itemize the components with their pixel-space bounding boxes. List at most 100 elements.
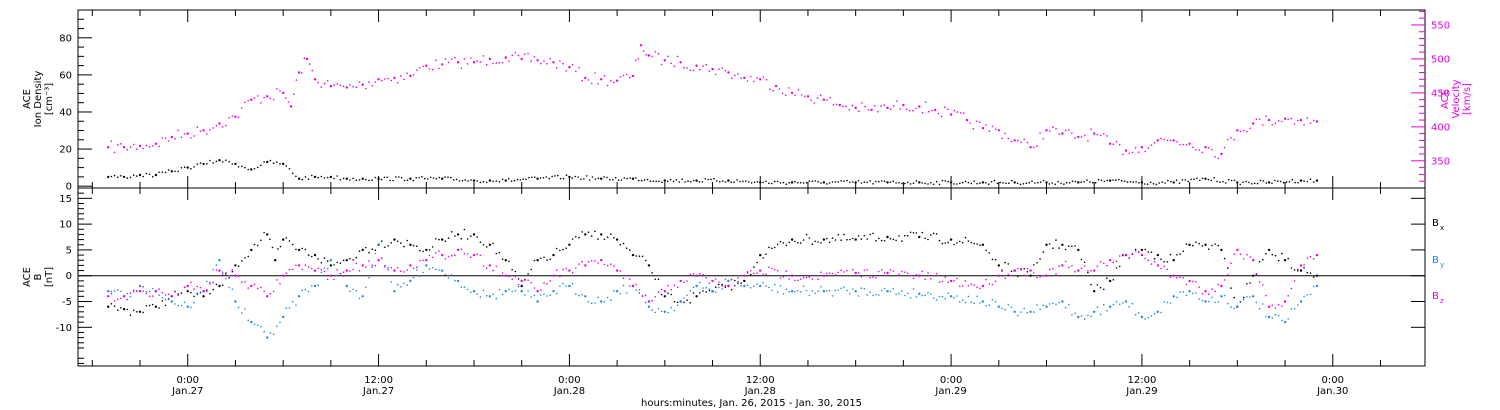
data-point <box>1017 139 1019 142</box>
data-point <box>167 298 170 301</box>
data-point <box>1124 149 1128 152</box>
data-point <box>660 310 663 313</box>
data-point <box>374 252 377 255</box>
data-point <box>559 177 562 180</box>
data-point <box>1144 150 1146 153</box>
data-point <box>577 176 579 178</box>
data-point <box>212 162 214 164</box>
data-point <box>530 296 532 298</box>
data-point <box>1227 138 1229 141</box>
data-point <box>107 146 110 149</box>
data-point <box>898 181 900 184</box>
data-point <box>1285 181 1288 183</box>
data-point <box>320 86 323 88</box>
data-point <box>291 243 294 246</box>
data-point <box>976 243 978 245</box>
data-point <box>138 290 142 293</box>
data-point <box>1112 303 1115 306</box>
data-point <box>1213 177 1215 179</box>
data-point <box>776 291 779 293</box>
data-point <box>811 180 814 183</box>
data-point <box>533 294 536 297</box>
data-point <box>501 178 504 181</box>
data-point <box>209 292 211 295</box>
data-point <box>692 69 695 72</box>
data-point <box>1236 248 1239 252</box>
data-point <box>692 286 695 289</box>
data-point <box>753 80 755 83</box>
data-point <box>1242 129 1245 132</box>
data-point <box>578 236 580 239</box>
data-point <box>956 183 958 185</box>
data-point <box>716 180 718 182</box>
data-point <box>657 307 660 310</box>
data-point <box>956 242 958 244</box>
data-point <box>575 267 577 269</box>
data-point <box>228 160 230 163</box>
data-point <box>349 270 351 272</box>
data-point <box>285 237 288 239</box>
data-point <box>912 277 915 280</box>
data-point <box>266 295 269 298</box>
data-point <box>279 163 281 165</box>
data-point <box>583 178 585 180</box>
data-point <box>941 242 944 245</box>
data-point <box>447 176 449 178</box>
data-point <box>1033 272 1035 274</box>
data-point <box>837 233 840 236</box>
data-point <box>339 84 342 87</box>
data-point <box>307 178 310 180</box>
data-point <box>892 238 895 241</box>
data-point <box>973 284 975 286</box>
data-point <box>1064 306 1067 309</box>
data-point <box>539 177 542 179</box>
data-point <box>1074 245 1076 247</box>
data-point <box>985 249 987 252</box>
data-point <box>136 290 138 292</box>
data-point <box>1299 264 1303 267</box>
x-tick-date: Jan.30 <box>1316 386 1348 397</box>
data-point <box>1083 265 1086 267</box>
data-point <box>1242 296 1245 299</box>
data-point <box>932 297 935 299</box>
x-tick-time: 0:00 <box>558 375 580 386</box>
data-point <box>845 105 847 108</box>
data-point <box>126 308 129 311</box>
data-point <box>1175 179 1178 181</box>
data-point <box>1223 279 1226 281</box>
data-point <box>557 174 559 177</box>
data-point <box>606 264 609 267</box>
data-point <box>549 58 552 60</box>
data-point <box>458 180 461 182</box>
data-point <box>713 177 715 180</box>
data-point <box>355 179 358 181</box>
data-point <box>1061 264 1064 267</box>
data-point <box>444 176 446 178</box>
data-point <box>504 259 507 262</box>
data-point <box>967 181 970 184</box>
data-point <box>1172 139 1175 142</box>
data-point <box>854 271 857 275</box>
data-point <box>291 300 294 303</box>
data-point <box>336 274 339 277</box>
data-point <box>466 253 469 255</box>
data-point <box>588 179 591 181</box>
data-point <box>517 283 520 286</box>
data-point <box>1026 141 1029 144</box>
data-point <box>852 237 854 240</box>
data-point <box>615 79 619 82</box>
data-point <box>282 162 285 166</box>
data-point <box>520 279 523 283</box>
data-point <box>727 71 730 74</box>
data-point <box>428 68 431 70</box>
data-point <box>435 59 437 61</box>
data-point <box>263 231 265 234</box>
data-point <box>1262 124 1264 126</box>
data-point <box>647 264 651 267</box>
data-point <box>552 290 555 293</box>
data-point <box>250 320 253 324</box>
data-point <box>517 54 520 57</box>
data-point <box>272 98 275 101</box>
data-point <box>206 162 208 165</box>
data-point <box>734 74 736 77</box>
